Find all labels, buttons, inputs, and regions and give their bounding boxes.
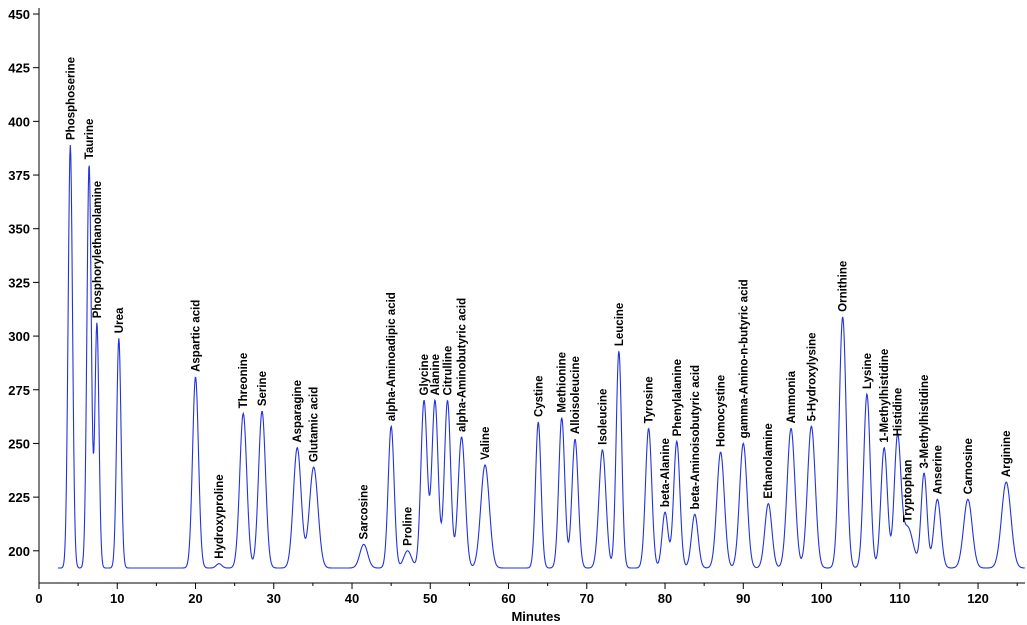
axes xyxy=(38,8,1025,584)
y-tick-label: 400 xyxy=(8,114,30,129)
peak-label: Cystine xyxy=(533,375,545,417)
peak-label: Alanine xyxy=(430,354,442,396)
peak-label: Phenylalanine xyxy=(672,359,684,436)
x-tick-label: 10 xyxy=(110,591,124,606)
x-tick-label: 60 xyxy=(501,591,515,606)
peak-label: beta-Alanine xyxy=(660,438,672,507)
peak-label: Methionine xyxy=(557,352,569,413)
y-tick-label: 200 xyxy=(8,544,30,559)
peak-label: 1-Methylhistidine xyxy=(879,349,891,443)
x-tick-label: 0 xyxy=(35,591,42,606)
peak-label: Lysine xyxy=(862,353,874,389)
peak-label: Isoleucine xyxy=(597,389,609,445)
x-tick-label: 30 xyxy=(267,591,281,606)
x-axis-label: Minutes xyxy=(511,609,560,624)
x-tick-label: 50 xyxy=(423,591,437,606)
peak-label: Leucine xyxy=(614,303,626,346)
peak-label: Ornithine xyxy=(838,261,850,312)
peak-label: Glutamic acid xyxy=(309,387,321,462)
x-tick-label: 20 xyxy=(188,591,202,606)
y-tick-label: 275 xyxy=(8,383,30,398)
peak-label: beta-Aminoisobutyric acid xyxy=(690,365,702,509)
peak-label: Citrulline xyxy=(442,346,454,396)
peak-label: Asparagine xyxy=(292,380,304,443)
peak-label: 3-Methylhistidine xyxy=(919,375,931,469)
y-tick-label: 450 xyxy=(8,7,30,22)
x-tick-label: 100 xyxy=(811,591,833,606)
y-tick-label: 375 xyxy=(8,168,30,183)
y-tick-label: 300 xyxy=(8,329,30,344)
x-tick-label: 80 xyxy=(658,591,672,606)
peak-label: Homocystine xyxy=(716,375,728,447)
peak-label: Alloisoleucine xyxy=(570,356,582,434)
peak-label: gamma-Amino-n-butyric acid xyxy=(738,279,750,438)
peak-label: Phosphoserine xyxy=(65,57,77,140)
x-tick-label: 70 xyxy=(580,591,594,606)
x-tick-label: 40 xyxy=(345,591,359,606)
x-tick-label: 90 xyxy=(736,591,750,606)
peak-label: Urea xyxy=(114,307,126,333)
peak-label: Glycine xyxy=(419,354,431,396)
peak-label: Anserine xyxy=(932,445,944,494)
peak-label: Tyrosine xyxy=(644,376,656,423)
y-tick-label: 325 xyxy=(8,275,30,290)
peak-label: Carnosine xyxy=(963,438,975,494)
peak-label: Ethanolamine xyxy=(763,423,775,498)
peak-label: Histidine xyxy=(892,388,904,437)
x-tick-label: 110 xyxy=(889,591,910,606)
peak-label: Threonine xyxy=(238,353,250,409)
y-tick-label: 225 xyxy=(8,490,30,505)
peak-label: Valine xyxy=(480,427,492,460)
peak-label: Proline xyxy=(403,507,415,546)
y-tick-label: 350 xyxy=(8,222,30,237)
y-tick-label: 425 xyxy=(8,61,30,76)
axis-ticks: 0 10 20 30 40 50 60 70 80 90 100 110 120 200 225 250 275… xyxy=(8,7,1018,606)
peak-label: alpha-Aminobutyric acid xyxy=(457,298,469,432)
peak-labels: Phosphoserine Taurine Phosphorylethanolami… xyxy=(65,57,1013,559)
peak-label: Sarcosine xyxy=(359,484,371,539)
peak-label: alpha-Aminoadipic acid xyxy=(386,292,398,421)
x-tick-label: 120 xyxy=(967,591,989,606)
peak-label: Arginine xyxy=(1001,430,1013,477)
chromatogram-trace xyxy=(57,144,1025,569)
peak-label: Tryptophan xyxy=(903,460,915,523)
peak-label: Aspartic acid xyxy=(190,300,202,372)
y-tick-label: 250 xyxy=(8,436,30,451)
peak-label: Taurine xyxy=(84,119,96,160)
peak-label: Ammonia xyxy=(786,370,798,423)
peak-label: Phosphorylethanolamine xyxy=(92,181,104,318)
peak-label: Serine xyxy=(257,371,269,406)
peak-label: 5-Hydroxylysine xyxy=(806,332,818,421)
peak-label: Hydroxyproline xyxy=(214,474,226,558)
